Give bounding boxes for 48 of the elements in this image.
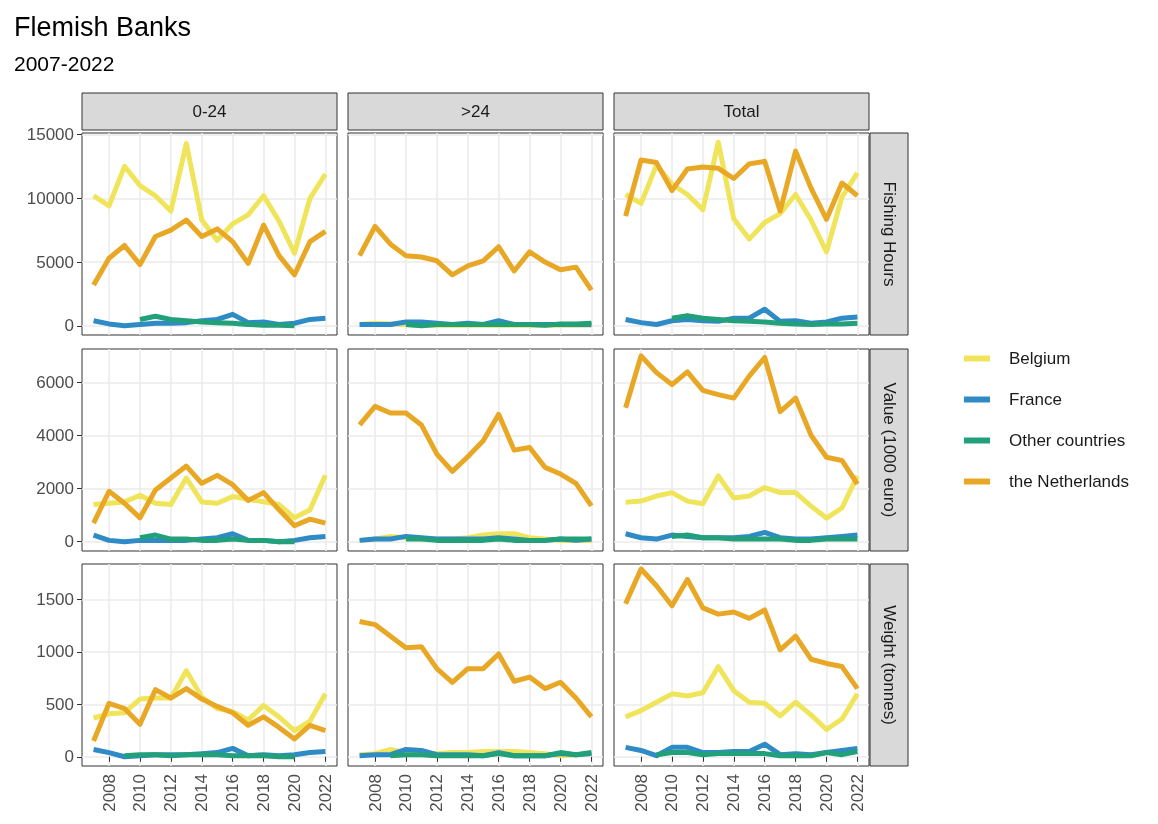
- y-tick-label: 4000: [36, 426, 74, 446]
- text: Flemish Banks: [14, 11, 192, 42]
- y-tick-label: 500: [45, 694, 74, 714]
- text: 2007-2022: [14, 52, 115, 75]
- y-tick-label: 6000: [36, 372, 74, 392]
- x-tick-label: 2012: [161, 774, 181, 812]
- y-tick-label: 10000: [26, 188, 74, 208]
- x-tick-label: 2022: [581, 774, 601, 812]
- x-tick-label: 2012: [693, 774, 713, 812]
- x-tick-label: 2016: [755, 774, 775, 812]
- x-tick-label: 2012: [427, 774, 447, 812]
- x-tick-label: 2016: [223, 774, 243, 812]
- x-tick-label: 2018: [254, 774, 274, 812]
- x-tick-label: 2020: [817, 774, 836, 812]
- y-axis-title: Value (1000 euro): [879, 382, 899, 518]
- x-tick-label: 2008: [99, 774, 119, 812]
- chart-title: >24: [461, 102, 490, 121]
- legend-label: Other countries: [1009, 431, 1126, 450]
- legend-label: France: [1009, 390, 1062, 409]
- y-tick-label: 15000: [26, 125, 74, 145]
- x-tick-label: 2010: [662, 774, 682, 812]
- x-tick-label: 2010: [130, 774, 150, 812]
- x-tick-label: 2010: [396, 774, 416, 812]
- x-tick-label: 2022: [847, 774, 867, 812]
- x-tick-label: 2008: [631, 774, 651, 812]
- y-tick-label: 1000: [36, 642, 74, 662]
- y-tick-label: 0: [64, 747, 74, 767]
- y-tick-label: 1500: [36, 589, 74, 609]
- y-tick-label: 0: [64, 316, 74, 336]
- y-axis-title: Weight (tonnes): [879, 605, 899, 725]
- x-tick-label: 2008: [365, 774, 385, 812]
- y-tick-label: 0: [64, 532, 74, 552]
- chart-title: Total: [723, 102, 760, 121]
- x-tick-label: 2022: [315, 774, 335, 812]
- x-tick-label: 2014: [724, 774, 744, 812]
- legend-label: Belgium: [1009, 349, 1071, 368]
- x-tick-label: 2014: [458, 774, 478, 812]
- x-tick-label: 2016: [489, 774, 509, 812]
- x-tick-label: 2020: [551, 774, 570, 812]
- y-axis-title: Fishing Hours: [879, 181, 899, 287]
- chart-title: 0-24: [192, 102, 227, 121]
- legend-label: the Netherlands: [1009, 472, 1130, 491]
- y-tick-label: 2000: [36, 479, 74, 499]
- x-tick-label: 2018: [786, 774, 806, 812]
- x-tick-label: 2014: [192, 774, 212, 812]
- y-tick-label: 5000: [36, 252, 74, 272]
- x-tick-label: 2018: [520, 774, 540, 812]
- x-tick-label: 2020: [285, 774, 304, 812]
